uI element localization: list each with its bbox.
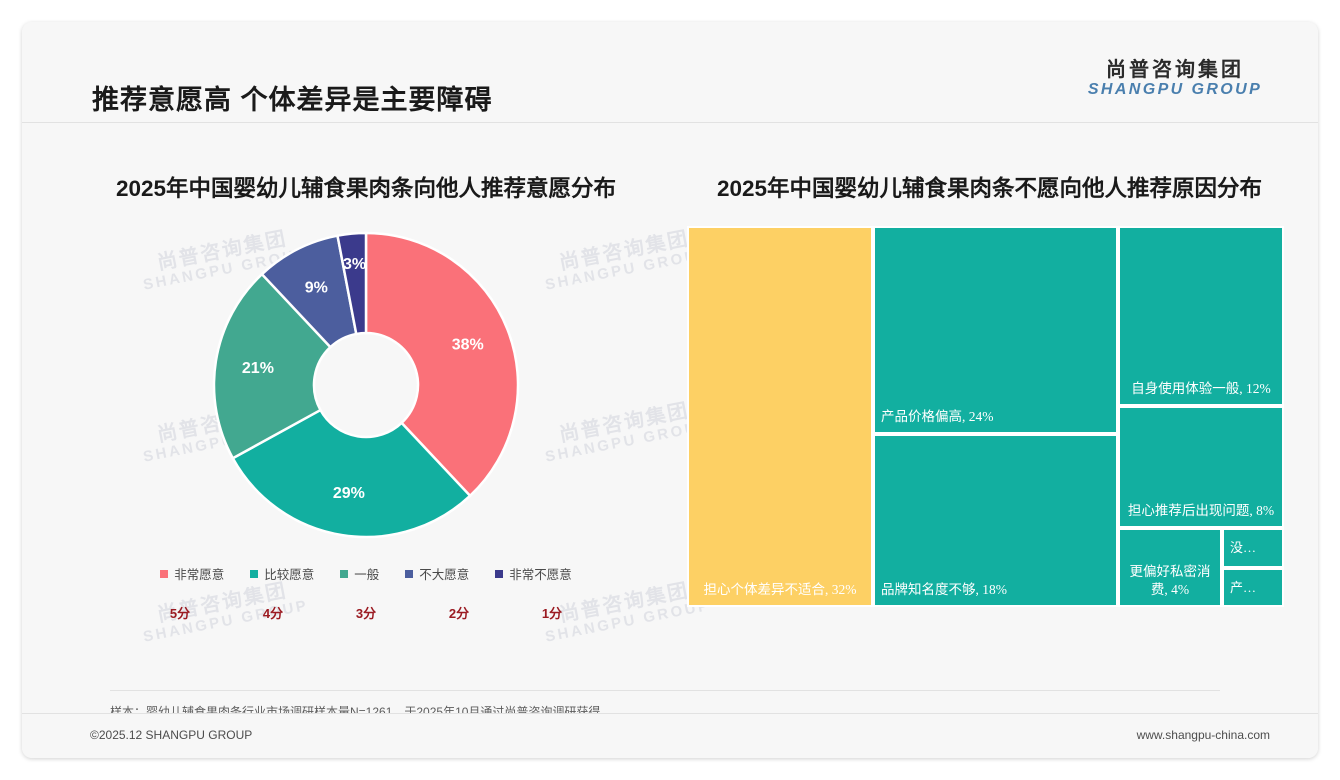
slide-header: 推荐意愿高 个体差异是主要障碍 尚普咨询集团 SHANGPU GROUP — [22, 22, 1318, 123]
treemap-chart-panel: 2025年中国婴幼儿辅食果肉条不愿向他人推荐原因分布 担心个体差异不适合, 32… — [682, 152, 1297, 692]
treemap-cell[interactable]: 担心个体差异不适合, 32% — [687, 226, 873, 608]
legend-item[interactable]: 非常不愿意 — [495, 564, 572, 583]
donut-slice-group — [212, 232, 520, 539]
score-label: 2分 — [448, 606, 470, 622]
legend-label: 一般 — [354, 568, 380, 583]
score-label: 1分 — [541, 606, 563, 622]
donut-slice[interactable] — [336, 232, 368, 336]
score-axis: 5分 4分 3分 2分 1分 — [50, 603, 682, 622]
treemap-cell[interactable]: 自身使用体验一般, 12% — [1118, 226, 1284, 407]
score-label: 5分 — [169, 606, 191, 622]
legend-item[interactable]: 比较愿意 — [250, 564, 314, 583]
donut-slice[interactable] — [364, 232, 520, 498]
treemap-cell[interactable]: 担心推荐后出现问题, 8% — [1118, 406, 1284, 529]
donut-slice-label: 29% — [333, 485, 365, 502]
donut-chart: 38% 29% 21% 9% 3% — [50, 220, 682, 550]
donut-chart-svg: 38% 29% 21% 9% 3% — [212, 232, 520, 539]
page-title: 推荐意愿高 个体差异是主要障碍 — [92, 85, 493, 115]
legend-item[interactable]: 一般 — [340, 564, 379, 583]
legend-swatch — [340, 569, 349, 578]
donut-slice-label: 9% — [305, 280, 328, 297]
brand-logo-cn: 尚普咨询集团 — [1106, 59, 1244, 81]
legend-swatch — [160, 569, 169, 578]
score-label: 4分 — [262, 606, 284, 622]
treemap-cell[interactable]: 品牌知名度不够, 18% — [873, 434, 1118, 608]
donut-slice-label: 21% — [242, 360, 274, 377]
treemap-chart-title: 2025年中国婴幼儿辅食果肉条不愿向他人推荐原因分布 — [716, 176, 1263, 201]
legend-swatch — [495, 569, 504, 578]
treemap-cell[interactable]: 产品价格偏高, 24% — [873, 226, 1118, 435]
copyright-text: ©2025.12 SHANGPU GROUP — [90, 728, 253, 742]
donut-chart-title: 2025年中国婴幼儿辅食果肉条向他人推荐意愿分布 — [115, 176, 617, 201]
treemap-cell-label: 产品价格偏高, 24% — [881, 409, 994, 425]
treemap-cell[interactable]: 产… — [1222, 568, 1284, 608]
donut-slice[interactable] — [231, 408, 472, 539]
donut-chart-panel: 2025年中国婴幼儿辅食果肉条向他人推荐意愿分布 38% 29% 21% 9% 3% 非… — [50, 152, 682, 692]
legend-item[interactable]: 不大愿意 — [405, 564, 469, 583]
treemap-cell-label: 品牌知名度不够, 18% — [881, 582, 1007, 598]
legend-label: 比较愿意 — [264, 568, 315, 583]
legend-label: 非常愿意 — [174, 568, 225, 583]
treemap-cell-label: 没… — [1230, 540, 1257, 556]
slide-canvas: 尚普咨询集团 SHANGPU GROUP 尚普咨询集团 SHANGPU GROU… — [22, 22, 1318, 758]
legend-swatch — [250, 569, 259, 578]
score-label: 3分 — [355, 606, 377, 622]
legend-label: 不大愿意 — [419, 568, 470, 583]
website-link[interactable]: www.shangpu-china.com — [1136, 728, 1270, 742]
donut-slice-label: 3% — [343, 256, 366, 273]
donut-slice[interactable] — [212, 272, 333, 461]
donut-legend: 非常愿意 比较愿意 一般 不大愿意 非常不愿意 — [50, 564, 682, 583]
treemap-cell-label: 产… — [1230, 580, 1257, 596]
brand-logo-en: SHANGPU GROUP — [1087, 81, 1263, 98]
legend-swatch — [405, 569, 414, 578]
legend-item[interactable]: 非常愿意 — [160, 564, 224, 583]
treemap-chart: 担心个体差异不适合, 32% 产品价格偏高, 24% 品牌知名度不够, 18% 自身使… — [687, 226, 1284, 608]
legend-label: 非常不愿意 — [509, 568, 572, 583]
treemap-cell[interactable]: 没… — [1222, 528, 1284, 569]
treemap-cell-label: 更偏好私密消费, 4% — [1129, 563, 1211, 598]
treemap-cell-label: 自身使用体验一般, 12% — [1131, 381, 1271, 397]
donut-label-group: 38% 29% 21% 9% 3% — [242, 256, 484, 502]
brand-logo: 尚普咨询集团 SHANGPU GROUP — [1080, 60, 1270, 99]
treemap-cell-label: 担心个体差异不适合, 32% — [703, 582, 857, 598]
treemap-cell-label: 担心推荐后出现问题, 8% — [1127, 503, 1275, 519]
slide-footer: ©2025.12 SHANGPU GROUP www.shangpu-china… — [22, 713, 1318, 758]
treemap-cell[interactable]: 更偏好私密消费, 4% — [1118, 528, 1222, 608]
donut-slice-label: 38% — [452, 337, 484, 354]
